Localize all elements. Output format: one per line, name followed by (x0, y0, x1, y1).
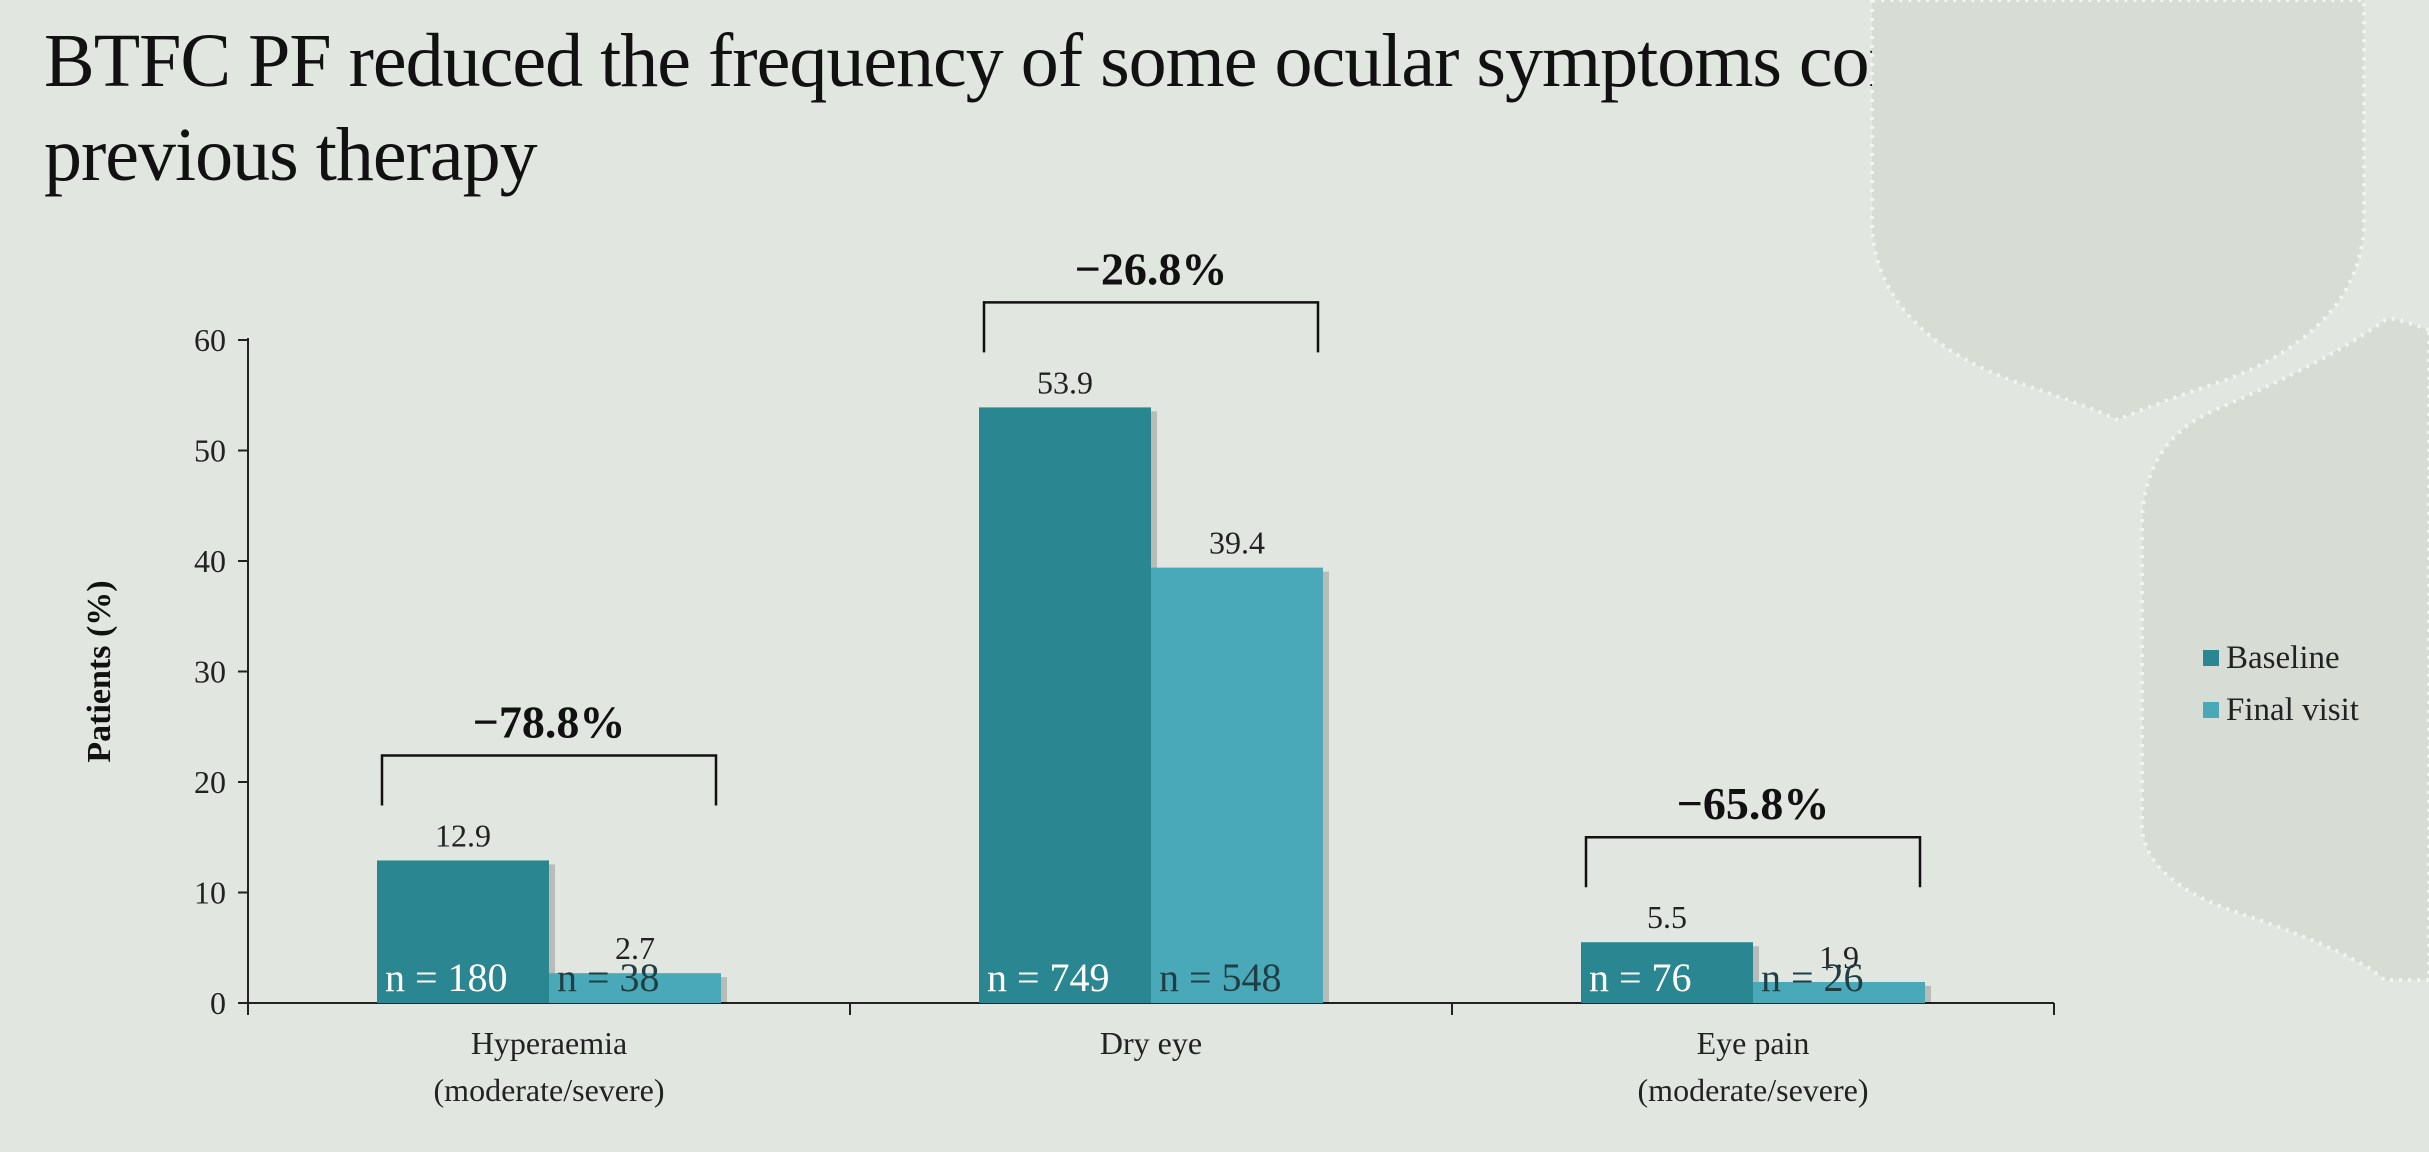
decorative-background-shapes (1870, 0, 2429, 982)
percent-change-label: −65.8% (1677, 778, 1830, 829)
legend-label: Final visit (2226, 692, 2359, 728)
change-bracket (380, 754, 718, 806)
legend-label: Baseline (2226, 640, 2340, 676)
y-tick-label: 50 (194, 433, 226, 469)
data-value-label: 5.5 (1647, 899, 1687, 935)
bar-baseline (377, 860, 549, 1003)
data-value-label: 1.9 (1819, 939, 1859, 975)
x-category-label: (moderate/severe) (1638, 1072, 1869, 1108)
percent-change-label: −78.8% (473, 696, 626, 747)
y-tick-label: 20 (194, 764, 226, 800)
bar-final-visit (549, 973, 721, 1003)
data-value-label: 2.7 (615, 930, 655, 966)
x-category-label: Hyperaemia (471, 1025, 627, 1061)
change-bracket (982, 301, 1320, 353)
n-count-label: n = 749 (987, 955, 1110, 1000)
bar-final-visit (1753, 982, 1925, 1003)
y-axis-title: Patients (%) (81, 580, 118, 762)
legend-swatch-baseline (2203, 650, 2219, 666)
chart-bars (377, 407, 1931, 1003)
n-count-label: n = 26 (1761, 955, 1864, 1000)
y-tick-label: 10 (194, 875, 226, 911)
bar-final-visit (1151, 567, 1323, 1003)
chart-legend: Baseline Final visit (2203, 640, 2359, 728)
y-tick-label: 40 (194, 543, 226, 579)
y-tick-label: 0 (210, 985, 226, 1021)
chart-labels: 12.9 n = 180 2.7n = 38 −78.8% 53.9 n = 749 39.… (380, 243, 1922, 1000)
y-tick-label: 30 (194, 654, 226, 690)
n-count-label: n = 548 (1159, 955, 1282, 1000)
percent-change-label: −26.8% (1075, 243, 1228, 294)
data-value-label: 39.4 (1209, 525, 1265, 561)
y-tick-label: 60 (194, 322, 226, 358)
chart-axes: 0 10 20 30 40 50 60 Patients (%) Hyperaemia (mode… (81, 322, 2055, 1108)
x-category-label: Eye pain (1697, 1025, 1810, 1061)
n-count-label: n = 180 (385, 955, 508, 1000)
data-value-label: 53.9 (1037, 364, 1093, 400)
bar-baseline (979, 407, 1151, 1003)
n-count-label: n = 38 (557, 955, 660, 1000)
x-category-label: Dry eye (1100, 1025, 1202, 1061)
n-count-label: n = 76 (1589, 955, 1692, 1000)
decor-shield-shape (1870, 0, 2366, 423)
x-category-label: (moderate/severe) (434, 1072, 665, 1108)
bar-baseline (1581, 942, 1753, 1003)
data-value-label: 12.9 (435, 817, 491, 853)
change-bracket (1584, 835, 1922, 888)
legend-swatch-final-visit (2203, 702, 2219, 718)
decor-shield-shape (2140, 316, 2429, 982)
